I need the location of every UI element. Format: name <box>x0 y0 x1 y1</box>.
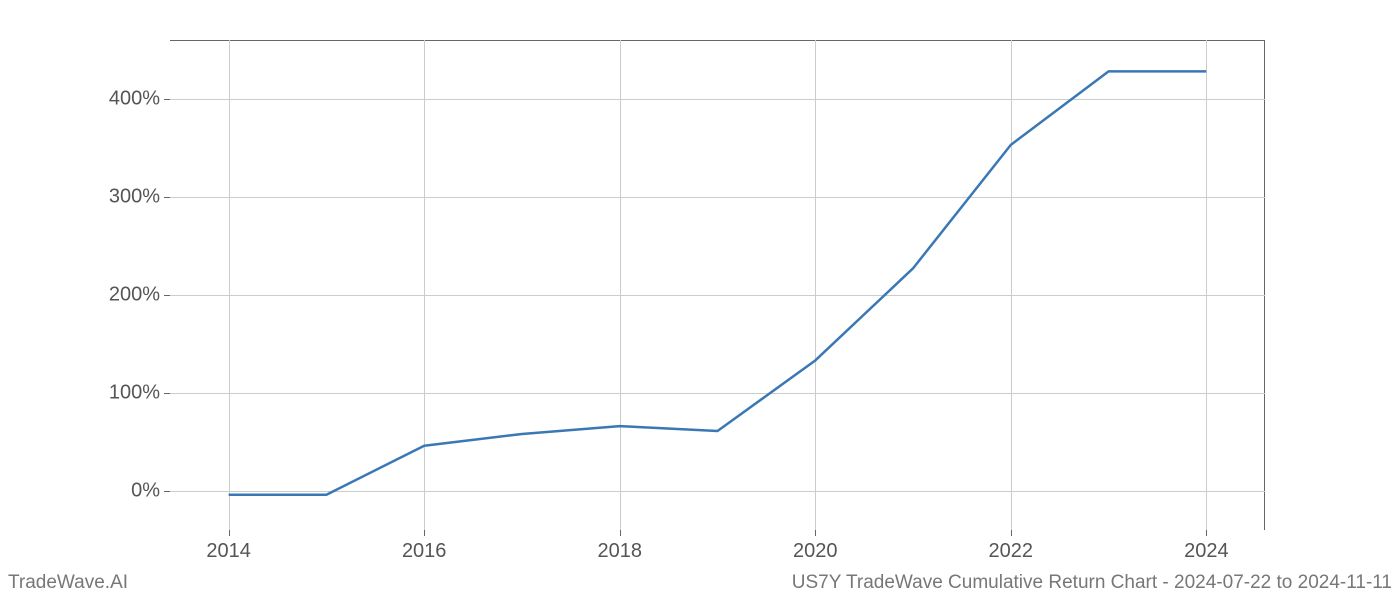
x-tick-label: 2016 <box>402 540 447 563</box>
x-tick-mark <box>1206 530 1207 536</box>
x-tick-mark <box>1011 530 1012 536</box>
x-tick-label: 2024 <box>1184 540 1229 563</box>
x-tick-label: 2022 <box>989 540 1034 563</box>
series-line <box>229 71 1207 494</box>
footer-left-text: TradeWave.AI <box>8 572 128 594</box>
y-tick-label: 100% <box>80 381 160 404</box>
y-tick-label: 0% <box>80 479 160 502</box>
x-tick-mark <box>424 530 425 536</box>
footer-right-text: US7Y TradeWave Cumulative Return Chart -… <box>792 572 1392 594</box>
x-tick-label: 2018 <box>597 540 642 563</box>
line-series <box>170 40 1265 530</box>
x-tick-label: 2020 <box>793 540 838 563</box>
x-tick-label: 2014 <box>206 540 251 563</box>
x-tick-mark <box>815 530 816 536</box>
y-tick-label: 300% <box>80 185 160 208</box>
x-tick-mark <box>620 530 621 536</box>
x-tick-mark <box>229 530 230 536</box>
chart-plot-area <box>170 40 1265 530</box>
y-tick-label: 200% <box>80 283 160 306</box>
y-tick-label: 400% <box>80 87 160 110</box>
